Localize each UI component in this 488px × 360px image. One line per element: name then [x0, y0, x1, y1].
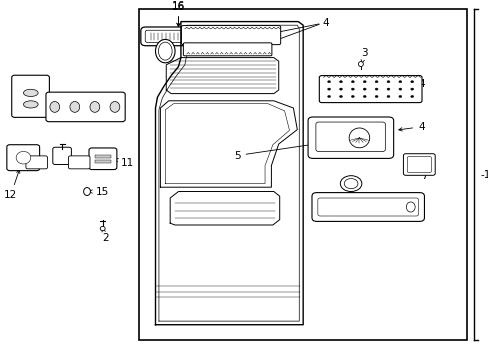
Circle shape — [374, 88, 377, 90]
Ellipse shape — [23, 101, 38, 108]
Text: 7: 7 — [415, 170, 427, 181]
Circle shape — [374, 95, 377, 98]
Circle shape — [339, 95, 342, 98]
FancyBboxPatch shape — [311, 193, 424, 221]
Bar — [95, 155, 111, 158]
FancyBboxPatch shape — [407, 157, 430, 172]
FancyBboxPatch shape — [319, 76, 421, 103]
FancyBboxPatch shape — [53, 147, 71, 165]
Circle shape — [363, 88, 366, 90]
Circle shape — [327, 88, 330, 90]
Ellipse shape — [23, 89, 38, 96]
Circle shape — [327, 95, 330, 98]
Text: 16: 16 — [171, 1, 185, 27]
Text: 5: 5 — [233, 143, 311, 161]
Circle shape — [386, 81, 389, 83]
Circle shape — [351, 95, 354, 98]
Text: 6: 6 — [337, 187, 347, 204]
FancyBboxPatch shape — [141, 27, 218, 46]
Circle shape — [327, 81, 330, 83]
FancyBboxPatch shape — [26, 156, 47, 169]
Circle shape — [351, 88, 354, 90]
Text: 13: 13 — [65, 156, 85, 166]
FancyBboxPatch shape — [12, 75, 49, 117]
FancyBboxPatch shape — [181, 26, 280, 45]
FancyBboxPatch shape — [307, 117, 393, 158]
FancyBboxPatch shape — [317, 198, 418, 216]
Text: 4: 4 — [404, 78, 424, 89]
Ellipse shape — [358, 62, 363, 67]
FancyBboxPatch shape — [183, 43, 271, 56]
Circle shape — [398, 95, 401, 98]
Text: 14: 14 — [85, 149, 107, 161]
Circle shape — [410, 81, 413, 83]
Text: 2: 2 — [102, 228, 108, 243]
Ellipse shape — [50, 102, 60, 112]
Circle shape — [398, 81, 401, 83]
Text: 12: 12 — [4, 170, 20, 200]
Ellipse shape — [83, 188, 90, 195]
Ellipse shape — [70, 102, 80, 112]
Text: 3: 3 — [360, 48, 367, 63]
Text: 11: 11 — [115, 158, 134, 168]
Ellipse shape — [155, 40, 175, 63]
FancyBboxPatch shape — [315, 122, 385, 152]
FancyBboxPatch shape — [89, 148, 117, 170]
Ellipse shape — [348, 128, 369, 148]
Text: 14: 14 — [12, 149, 32, 161]
Ellipse shape — [158, 42, 172, 60]
FancyBboxPatch shape — [403, 154, 434, 175]
Circle shape — [363, 81, 366, 83]
Text: 4: 4 — [398, 122, 424, 132]
Ellipse shape — [110, 102, 120, 112]
Ellipse shape — [16, 151, 31, 164]
Circle shape — [410, 88, 413, 90]
Ellipse shape — [406, 202, 414, 212]
FancyBboxPatch shape — [7, 145, 40, 171]
Circle shape — [339, 88, 342, 90]
Text: 16: 16 — [171, 1, 185, 27]
Circle shape — [340, 176, 361, 192]
Ellipse shape — [90, 102, 100, 112]
Circle shape — [374, 81, 377, 83]
Circle shape — [363, 95, 366, 98]
Text: 10: 10 — [17, 78, 30, 95]
Text: 9: 9 — [82, 112, 89, 122]
Circle shape — [351, 81, 354, 83]
Circle shape — [344, 179, 357, 189]
Text: -1: -1 — [480, 170, 488, 180]
Circle shape — [386, 95, 389, 98]
Bar — [95, 160, 111, 163]
Circle shape — [410, 95, 413, 98]
Circle shape — [398, 88, 401, 90]
Text: 8: 8 — [326, 214, 338, 224]
Circle shape — [386, 88, 389, 90]
FancyBboxPatch shape — [46, 92, 125, 122]
Text: 15: 15 — [89, 186, 109, 197]
Ellipse shape — [100, 226, 105, 231]
Text: 4: 4 — [322, 18, 329, 28]
Circle shape — [339, 81, 342, 83]
FancyBboxPatch shape — [145, 30, 213, 42]
Bar — [139, 9, 466, 340]
FancyBboxPatch shape — [68, 156, 90, 169]
